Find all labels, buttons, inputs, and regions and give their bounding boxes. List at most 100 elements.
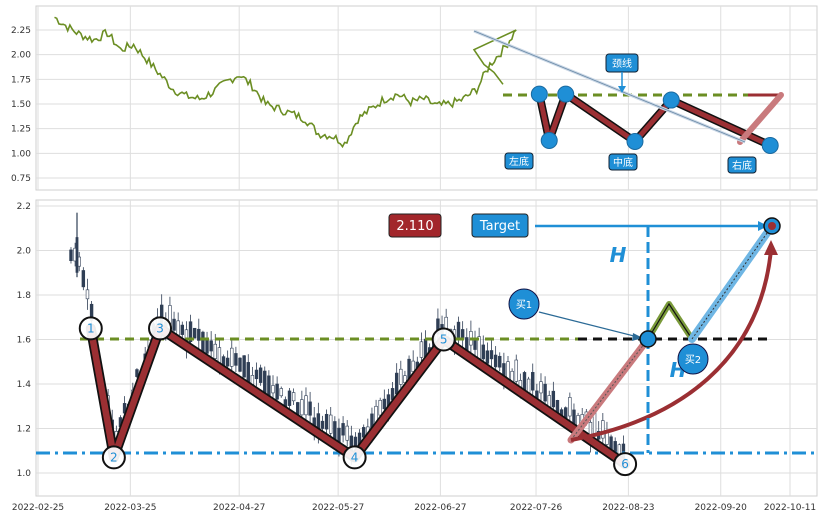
target-dot-core (768, 222, 776, 230)
candle-body (291, 392, 296, 402)
buy1-pointer-head (632, 333, 643, 341)
candle-body (531, 372, 535, 391)
candle-body (460, 329, 465, 339)
candle-body (382, 398, 387, 410)
bottom-x-ticks: 2022-02-25 2022-03-25 2022-04-27 2022-05-27… (12, 503, 816, 513)
top-trend-arrow-edge (473, 30, 746, 143)
bottom-x-tick-label: 2022-06-27 (414, 503, 466, 513)
bottom-x-tick-label: 2022-07-26 (510, 503, 563, 513)
pattern-point-4 (342, 445, 367, 470)
candle-body (304, 395, 308, 416)
candle-body (176, 320, 180, 336)
candle-body (568, 397, 572, 417)
bottom-y-tick-label: 1.8 (17, 291, 32, 301)
bottom-x-tick-label: 2022-09-20 (695, 503, 748, 513)
projection-target-dots (691, 225, 773, 340)
candle-body (493, 354, 498, 368)
target-label: Target (479, 219, 520, 234)
top-y-tick-label: 1.75 (11, 75, 31, 85)
candle-body (246, 362, 250, 383)
buy2-marker (677, 343, 709, 375)
bottom-x-tick-label: 2022-10-11 (764, 503, 816, 513)
candle-body (267, 375, 271, 398)
pattern-point-label: 2 (110, 450, 118, 464)
candle-body (324, 413, 329, 430)
bottom-x-tick-label: 2022-03-25 (104, 503, 156, 513)
candle-body (341, 423, 345, 436)
buy1-pointer (538, 311, 639, 338)
candle-body (601, 420, 605, 439)
candle-body (135, 369, 139, 377)
bottom-pattern-points: 1 2 3 4 5 6 (78, 316, 638, 477)
candle-body (75, 237, 79, 273)
candle-body (85, 289, 90, 300)
target-label-badge (471, 213, 529, 238)
label-middle-bottom: 中底 (613, 156, 633, 169)
bottom-pattern-line (87, 325, 629, 468)
candle-body (489, 350, 494, 360)
buy1-label: 买1 (516, 299, 532, 311)
top-grid (36, 6, 817, 190)
candle-body (238, 357, 242, 372)
candle-body (230, 347, 234, 367)
candle-body (213, 343, 217, 359)
bottom-y-tick-label: 1.0 (17, 469, 32, 479)
candle-body (296, 402, 300, 415)
candle-body (254, 369, 259, 380)
label-box-middle-bottom (608, 153, 638, 171)
candle-body (399, 368, 403, 385)
bottom-y-ticks: 1.0 1.2 1.4 1.6 1.8 2.0 2.2 (17, 202, 32, 479)
pattern-point-1 (78, 316, 103, 341)
candle-body (69, 249, 73, 261)
candle-body (287, 390, 292, 406)
candle-body (242, 355, 246, 378)
candle-body (279, 388, 283, 397)
candle-body (506, 361, 510, 380)
candle-body (378, 399, 382, 416)
top-pattern-dot (530, 85, 548, 103)
bottom-y-tick-label: 2.0 (17, 247, 32, 257)
candle-body (225, 357, 230, 367)
breakout-dot (639, 330, 657, 348)
pattern-point-2 (101, 445, 126, 470)
label-box-left-bottom (504, 152, 534, 170)
pattern-point-label: 3 (156, 321, 164, 335)
candle-body (271, 385, 275, 394)
candle-body (81, 270, 86, 288)
candle-body (362, 427, 366, 438)
bottom-panel: 1.0 1.2 1.4 1.6 1.8 2.0 2.2 2022-02-25 2022-03-… (12, 199, 818, 513)
candle-body (258, 367, 263, 383)
top-price-line (54, 16, 517, 149)
bottom-x-tick-label: 2022-08-23 (602, 503, 654, 513)
pattern-point-5 (431, 327, 456, 352)
target-value: 2.110 (396, 219, 433, 234)
candle-body (192, 327, 197, 339)
candle-body (543, 383, 547, 402)
candle-body (188, 321, 193, 343)
candle-body (275, 383, 279, 400)
buy2-label: 买2 (685, 354, 701, 366)
label-box-right-bottom (727, 156, 757, 174)
top-y-tick-label: 0.75 (11, 174, 31, 184)
bottom-y-tick-label: 1.2 (17, 425, 31, 435)
top-pattern-dot (626, 132, 644, 150)
candle-body (551, 390, 556, 408)
projection-rise-dots (570, 338, 649, 441)
bottom-y-tick-label: 1.4 (17, 380, 32, 390)
candle-body (263, 370, 267, 394)
candle-body (172, 318, 176, 331)
pattern-point-6 (613, 452, 638, 477)
top-y-tick-label: 2.00 (11, 51, 31, 61)
target-value-badge (388, 213, 442, 238)
curved-arrow (570, 249, 773, 442)
bottom-y-tick-label: 2.2 (17, 202, 31, 212)
top-y-tick-label: 1.50 (11, 100, 31, 110)
top-pattern-dot (557, 85, 575, 103)
pattern-point-3 (148, 316, 173, 341)
candle-body (485, 350, 490, 364)
top-y-tick-label: 1.00 (11, 149, 31, 159)
bottom-y-tick-label: 1.6 (17, 336, 32, 346)
candle-body (308, 401, 312, 416)
top-y-tick-label: 1.25 (11, 125, 31, 135)
